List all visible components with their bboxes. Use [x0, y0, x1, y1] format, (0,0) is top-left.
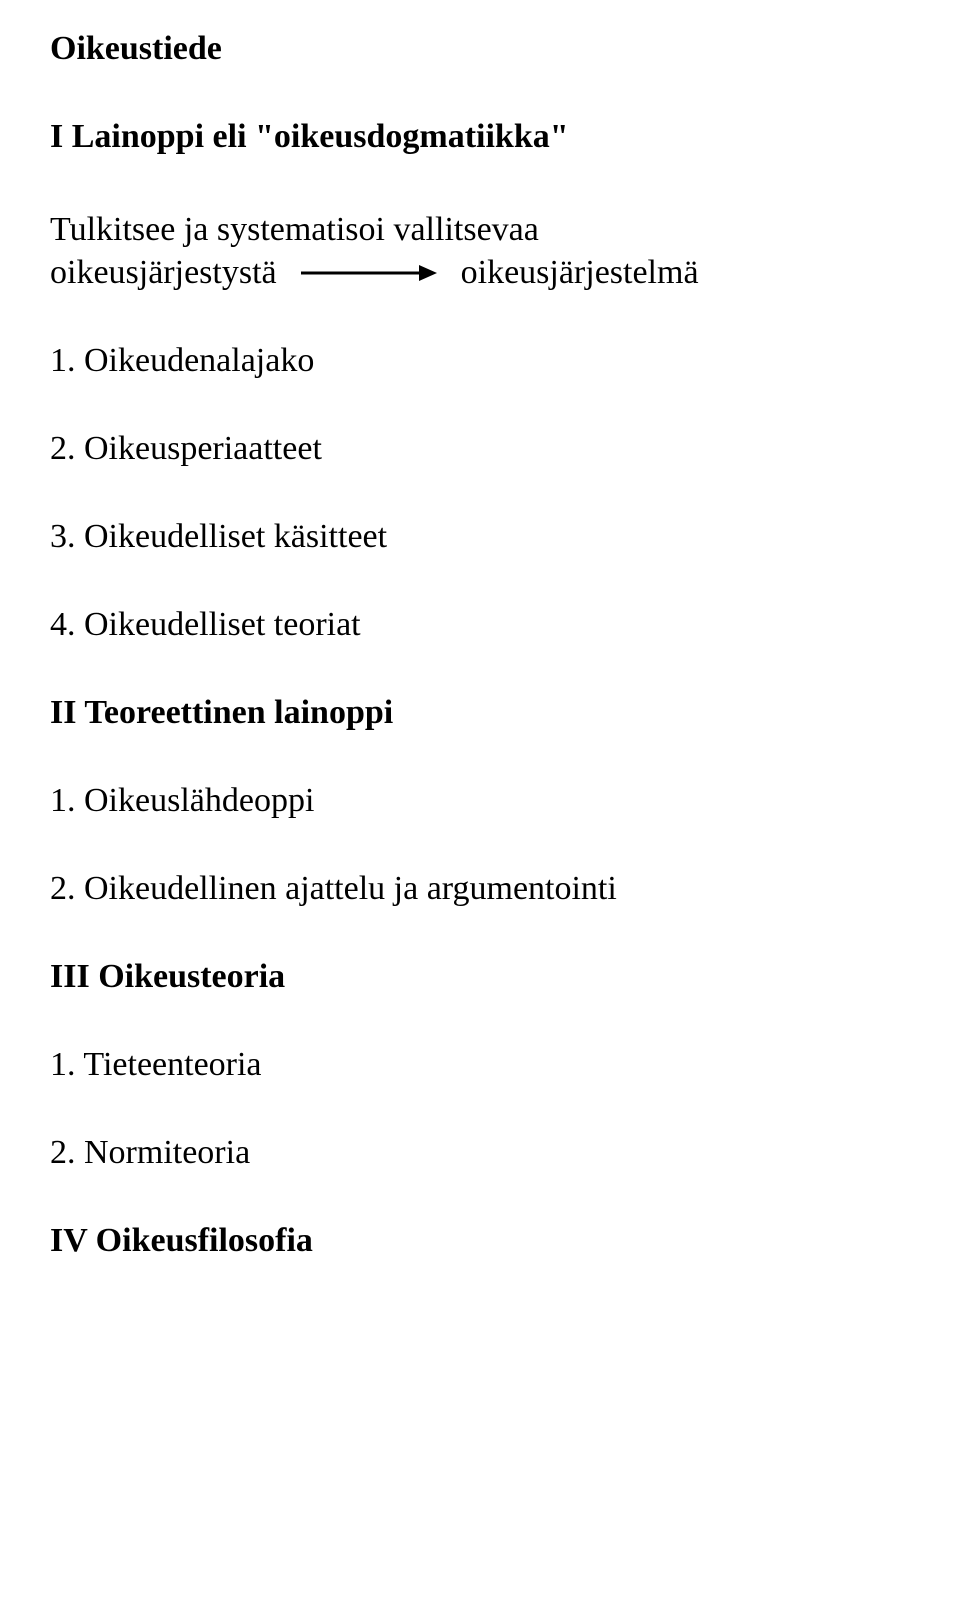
list-item: 4. Oikeudelliset teoriat [50, 606, 910, 644]
section-4-heading: IV Oikeusfilosofia [50, 1222, 910, 1260]
list-item: 1. Oikeuslähdeoppi [50, 782, 910, 820]
section-3-heading: III Oikeusteoria [50, 958, 910, 996]
list-item: 2. Oikeudellinen ajattelu ja argumentoin… [50, 870, 910, 908]
subtitle-row-right: oikeusjärjestelmä [461, 254, 699, 292]
list-item: 3. Oikeudelliset käsitteet [50, 518, 910, 556]
list-item: 1. Oikeudenalajako [50, 342, 910, 380]
section-1-heading: I Lainoppi eli "oikeusdogmatiikka" [50, 118, 910, 156]
arrow-right-icon [299, 263, 439, 283]
section-1-subtitle-row: oikeusjärjestystä oikeusjärjestelmä [50, 254, 910, 292]
list-item: 2. Oikeusperiaatteet [50, 430, 910, 468]
section-2-heading: II Teoreettinen lainoppi [50, 694, 910, 732]
list-item: 2. Normiteoria [50, 1134, 910, 1172]
page-title: Oikeustiede [50, 30, 910, 68]
subtitle-row-left: oikeusjärjestystä [50, 254, 277, 292]
section-1-subtitle-line-1: Tulkitsee ja systematisoi vallitsevaa [50, 206, 910, 254]
list-item: 1. Tieteenteoria [50, 1046, 910, 1084]
